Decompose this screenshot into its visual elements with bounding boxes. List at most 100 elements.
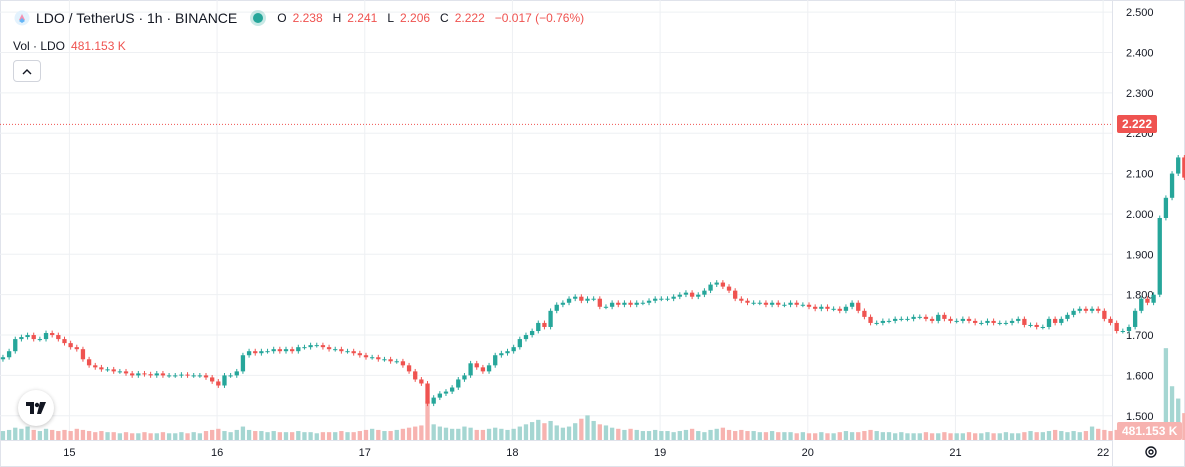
chart-settings-button[interactable]: [1141, 442, 1161, 462]
candle-body: [603, 306, 609, 308]
volume-bar: [585, 415, 590, 440]
volume-bar: [37, 431, 43, 440]
volume-bar: [191, 432, 196, 440]
candle-body: [499, 353, 504, 356]
volume-bar: [517, 426, 522, 440]
candle-body: [677, 294, 682, 297]
candle-body: [1003, 322, 1009, 324]
candle-body: [973, 320, 978, 323]
candle-body: [136, 373, 141, 376]
candle-body: [56, 335, 61, 340]
volume-bar: [813, 433, 818, 440]
candle-body: [1022, 318, 1027, 325]
volume-bar: [80, 429, 86, 440]
volume-bar: [899, 432, 904, 440]
volume-bar: [6, 429, 12, 440]
volume-bar: [979, 433, 984, 440]
volume-bar: [886, 432, 892, 440]
candle-body: [763, 302, 769, 305]
volume-bar: [991, 433, 996, 440]
candle-body: [185, 374, 190, 376]
volume-bar: [554, 425, 559, 440]
candle-body: [179, 374, 184, 376]
volume-bar: [616, 428, 621, 440]
volume-bar: [240, 426, 246, 440]
candle-body: [911, 316, 916, 319]
volume-bar: [363, 429, 369, 440]
candle-body: [1157, 217, 1162, 295]
volume-bar: [1065, 432, 1070, 440]
volume-bar: [714, 428, 719, 440]
candle-body: [923, 316, 929, 319]
candle-body: [683, 292, 689, 295]
volume-bar: [216, 428, 221, 440]
candle-body: [80, 349, 86, 360]
candle-body: [554, 304, 559, 311]
volume-bar: [917, 433, 922, 440]
candle-body: [296, 347, 301, 352]
volume-bar: [603, 425, 609, 440]
candle-body: [154, 373, 159, 376]
candle-body: [1071, 310, 1076, 315]
volume-bar: [234, 429, 239, 440]
candle-body: [1126, 326, 1132, 332]
candle-body: [74, 347, 79, 350]
candle-body: [1102, 310, 1107, 319]
volume-bar: [671, 432, 676, 440]
candle-body: [345, 351, 350, 353]
volume-bar: [819, 432, 824, 440]
candle-body: [505, 351, 510, 354]
volume-bar: [1040, 432, 1045, 440]
volume-bar: [893, 433, 898, 440]
volume-bar: [314, 433, 319, 440]
volume-bar: [529, 422, 535, 440]
candle-body: [1163, 197, 1169, 218]
volume-bar: [388, 431, 393, 440]
volume-bar: [326, 432, 332, 440]
collapse-legend-button[interactable]: [13, 60, 41, 82]
volume-bar: [425, 400, 430, 440]
candle-body: [782, 304, 787, 306]
candle-body: [646, 300, 652, 303]
volume-bar: [462, 426, 467, 440]
volume-bar: [1034, 432, 1039, 440]
y-tick-label: 2.400: [1126, 47, 1154, 59]
volume-bar: [13, 427, 18, 440]
volume-bar: [702, 432, 707, 440]
candle-body: [462, 375, 467, 380]
volume-bar: [111, 432, 116, 440]
volume-bar: [474, 429, 479, 440]
tradingview-logo-icon[interactable]: [18, 390, 54, 426]
volume-bar: [376, 429, 381, 440]
x-tick-label: 20: [802, 447, 814, 459]
volume-bar: [905, 433, 910, 440]
candle-body: [302, 347, 307, 349]
y-tick-label: 2.500: [1126, 7, 1154, 19]
volume-bar: [406, 427, 412, 440]
candle-body: [259, 351, 264, 354]
volume-bar: [548, 420, 553, 440]
volume-bar: [1022, 432, 1027, 440]
volume-bar: [874, 431, 879, 440]
candle-body: [228, 375, 233, 377]
y-tick-label: 2.300: [1126, 88, 1154, 100]
last-price-tag: 2.222: [1117, 115, 1158, 134]
candle-body: [929, 318, 935, 321]
candle-body: [560, 302, 566, 305]
candle-body: [954, 320, 959, 322]
candle-body: [745, 300, 750, 303]
candle-body: [0, 357, 6, 360]
volume-bar: [296, 431, 301, 440]
chevron-up-icon: [22, 68, 32, 74]
symbol-title[interactable]: LDO / TetherUS · 1h · BINANCE: [36, 10, 238, 26]
candle-body: [597, 298, 602, 307]
volume-bar: [50, 429, 55, 440]
volume-bar: [449, 428, 455, 440]
volume-bar: [123, 432, 129, 440]
volume-bar: [1182, 413, 1185, 440]
volume-bar: [308, 432, 313, 440]
candle-body: [819, 306, 824, 309]
volume-bar: [960, 433, 966, 440]
